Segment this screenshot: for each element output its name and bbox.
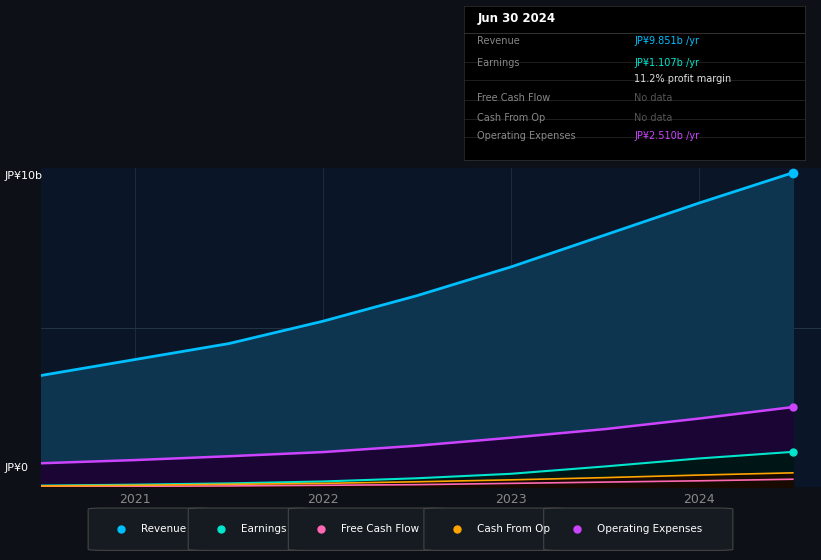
Text: No data: No data <box>635 113 672 123</box>
Text: 11.2% profit margin: 11.2% profit margin <box>635 74 732 84</box>
Text: Cash From Op: Cash From Op <box>477 524 550 534</box>
Text: JP¥2.510b /yr: JP¥2.510b /yr <box>635 131 699 141</box>
Text: Free Cash Flow: Free Cash Flow <box>342 524 420 534</box>
Text: Free Cash Flow: Free Cash Flow <box>478 94 551 104</box>
FancyBboxPatch shape <box>424 508 566 550</box>
Text: Earnings: Earnings <box>241 524 287 534</box>
FancyBboxPatch shape <box>288 508 446 550</box>
Text: JP¥1.107b /yr: JP¥1.107b /yr <box>635 58 699 68</box>
FancyBboxPatch shape <box>188 508 310 550</box>
FancyBboxPatch shape <box>544 508 733 550</box>
Text: Operating Expenses: Operating Expenses <box>597 524 702 534</box>
Text: Jun 30 2024: Jun 30 2024 <box>478 12 556 25</box>
Text: Earnings: Earnings <box>478 58 520 68</box>
Text: JP¥0: JP¥0 <box>4 463 28 473</box>
Text: JP¥10b: JP¥10b <box>4 171 42 181</box>
Text: No data: No data <box>635 94 672 104</box>
Text: Revenue: Revenue <box>478 36 521 46</box>
FancyBboxPatch shape <box>88 508 210 550</box>
Text: JP¥9.851b /yr: JP¥9.851b /yr <box>635 36 699 46</box>
Text: Revenue: Revenue <box>141 524 186 534</box>
Text: Cash From Op: Cash From Op <box>478 113 546 123</box>
Text: Operating Expenses: Operating Expenses <box>478 131 576 141</box>
